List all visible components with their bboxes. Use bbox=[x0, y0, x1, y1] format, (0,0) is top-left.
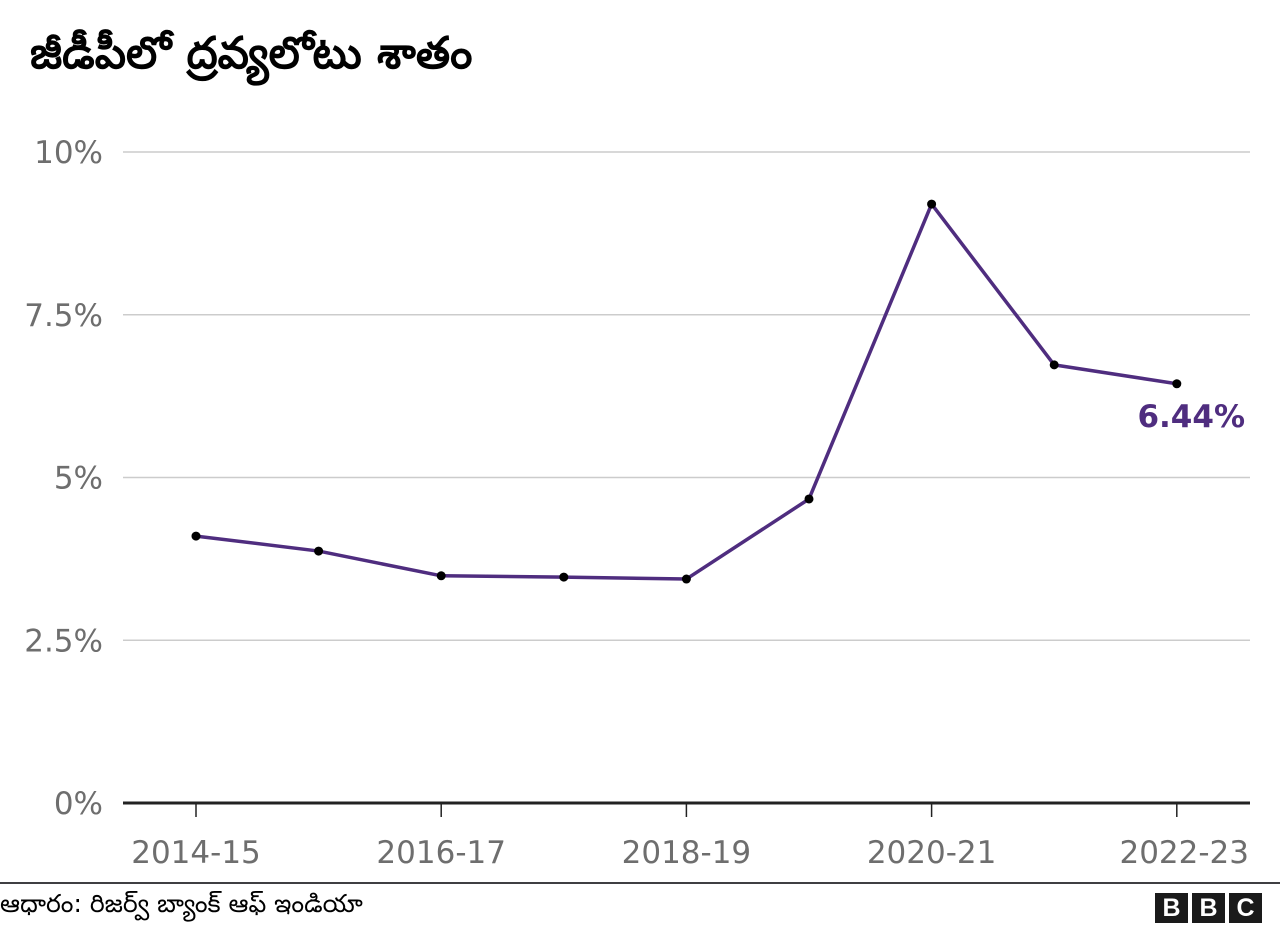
y-tick-label: 10% bbox=[34, 135, 103, 171]
data-point-marker bbox=[927, 199, 937, 209]
x-tick-label: 2016-17 bbox=[376, 835, 506, 871]
bbc-logo-letter: B bbox=[1192, 893, 1225, 923]
data-point-marker bbox=[1172, 379, 1182, 389]
y-tick-label: 5% bbox=[54, 461, 103, 497]
y-tick-label: 0% bbox=[54, 786, 103, 822]
end-value-annotation: 6.44% bbox=[1137, 399, 1245, 435]
data-point-marker bbox=[436, 571, 446, 581]
x-tick-label: 2022-23 bbox=[1119, 835, 1249, 871]
source-note: ఆధారం: రిజర్వ్ బ్యాంక్ ఆఫ్ ఇండియా bbox=[0, 889, 363, 918]
bbc-logo: B B C bbox=[1155, 893, 1262, 923]
data-point-marker bbox=[681, 574, 691, 584]
data-series bbox=[195, 202, 1178, 581]
data-point-marker bbox=[559, 572, 569, 582]
data-point-marker bbox=[1049, 360, 1059, 370]
y-tick-label: 7.5% bbox=[24, 298, 103, 334]
end-value-label: 6.44% bbox=[1137, 399, 1245, 435]
gridlines bbox=[123, 151, 1250, 641]
data-markers bbox=[191, 199, 1182, 584]
x-tick-label: 2018-19 bbox=[622, 835, 752, 871]
x-axis-ticks: 2014-15 2016-17 2018-19 2020-21 2022-23 bbox=[131, 803, 1249, 871]
x-tick-label: 2014-15 bbox=[131, 835, 261, 871]
x-tick-label: 2020-21 bbox=[867, 835, 997, 871]
data-point-marker bbox=[314, 546, 324, 556]
footer-divider bbox=[0, 882, 1280, 884]
bbc-logo-letter: B bbox=[1155, 893, 1188, 923]
y-tick-label: 2.5% bbox=[24, 623, 103, 659]
bbc-logo-letter: C bbox=[1229, 893, 1262, 923]
data-point-marker bbox=[804, 494, 814, 504]
y-axis-labels: 0% 2.5% 5% 7.5% 10% bbox=[24, 135, 103, 822]
line-chart: 0% 2.5% 5% 7.5% 10% 2014-15 2016-17 2018-19 202… bbox=[24, 135, 1250, 871]
series-line bbox=[195, 202, 1178, 581]
data-point-marker bbox=[191, 531, 201, 541]
chart-title: జీడీపీలో ద్రవ్యలోటు శాతం bbox=[30, 28, 473, 79]
